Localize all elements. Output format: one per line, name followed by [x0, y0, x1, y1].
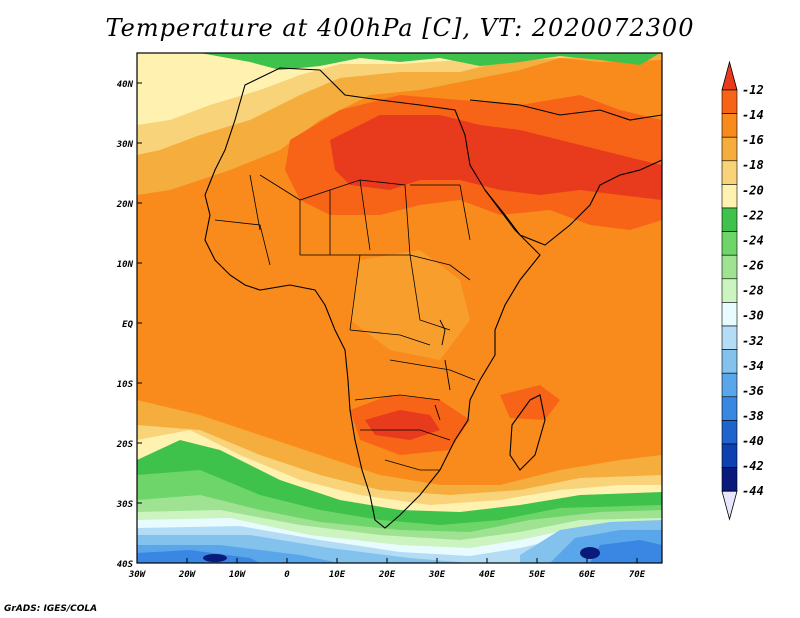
colorbar-label: -18 [742, 158, 764, 172]
colorbar-label: -34 [742, 359, 764, 373]
credit-label: GrADS: IGES/COLA [4, 604, 98, 614]
lakes [434, 319, 451, 421]
colorbar-swatch [721, 184, 738, 209]
colorbar-label: -20 [742, 183, 764, 197]
lat-tick-label: EQ [122, 320, 133, 330]
lon-tick-label: 20E [378, 570, 396, 580]
coastlines [204, 67, 662, 529]
lon-tick-label: 0 [284, 570, 290, 580]
temperature-field [137, 53, 662, 563]
colorbar-label: -24 [742, 233, 764, 247]
lat-tick-label: 10N [117, 260, 134, 270]
colorbar-swatch [721, 113, 738, 138]
lon-tick-label: 50E [529, 570, 546, 580]
colorbar-swatch [721, 278, 738, 303]
colorbar-label: -36 [742, 384, 764, 398]
colorbar-swatch [721, 467, 738, 492]
colorbar-swatch [721, 231, 738, 256]
colorbar-label: -40 [742, 434, 764, 448]
colorbar-label: -12 [742, 83, 764, 97]
lon-tick-label: 40E [479, 570, 496, 580]
lon-tick-label: 70E [629, 570, 646, 580]
lat-tick-label: 30N [116, 140, 134, 150]
map-title: Temperature at 400hPa [C], VT: 202007230… [105, 14, 695, 42]
lon-tick-label: 20W [178, 570, 197, 580]
colorbar-swatch [721, 396, 738, 421]
lon-tick-label: 30W [128, 570, 147, 580]
colorbar-label: -44 [742, 484, 764, 498]
colorbar-label: -42 [742, 459, 764, 473]
colorbar-swatch [721, 443, 738, 468]
lon-tick-label: 10W [229, 570, 247, 580]
colorbar-label: -30 [742, 309, 764, 323]
colorbar-label: -22 [742, 208, 764, 222]
lon-tick-label: 60E [579, 570, 596, 580]
colorbar-swatch [721, 89, 738, 114]
colorbar-label: -26 [742, 259, 764, 273]
colorbar-label: -28 [742, 284, 764, 298]
colorbar: -12 -14 -16 -18 -20 -22 -24 -26 -28 -30 -32 -34 -36 -… [721, 60, 764, 521]
madagascar-coastline [509, 394, 546, 471]
colorbar-bottom-arrow [721, 490, 738, 521]
colorbar-swatch [721, 207, 738, 232]
colorbar-swatch [721, 349, 738, 374]
lat-tick-label: 30S [116, 500, 134, 510]
colorbar-swatch [721, 160, 738, 185]
map-frame [136, 52, 663, 564]
arabia-coastline [469, 99, 662, 246]
country-borders [214, 174, 476, 471]
colorbar-label: -32 [742, 334, 764, 348]
lat-tick-label: 10S [117, 380, 134, 390]
colorbar-label: -16 [742, 133, 764, 147]
colorbar-label: -38 [742, 409, 764, 423]
lat-tick-label: 20S [116, 440, 134, 450]
lat-tick-label: 40N [117, 80, 134, 90]
colorbar-swatch [721, 420, 738, 445]
colorbar-swatch [721, 372, 738, 398]
colorbar-swatch [721, 254, 738, 280]
lon-tick-label: 30E [428, 570, 446, 580]
colorbar-swatch [721, 325, 738, 350]
colorbar-swatch [721, 302, 738, 327]
colorbar-label: -14 [742, 108, 764, 122]
lon-tick-label: 10E [329, 570, 346, 580]
lat-tick-label: 20N [116, 200, 134, 210]
africa-coastline [204, 67, 541, 529]
lat-tick-label: 40S [117, 560, 134, 570]
colorbar-top-arrow [721, 60, 738, 91]
colorbar-swatch [721, 136, 738, 162]
